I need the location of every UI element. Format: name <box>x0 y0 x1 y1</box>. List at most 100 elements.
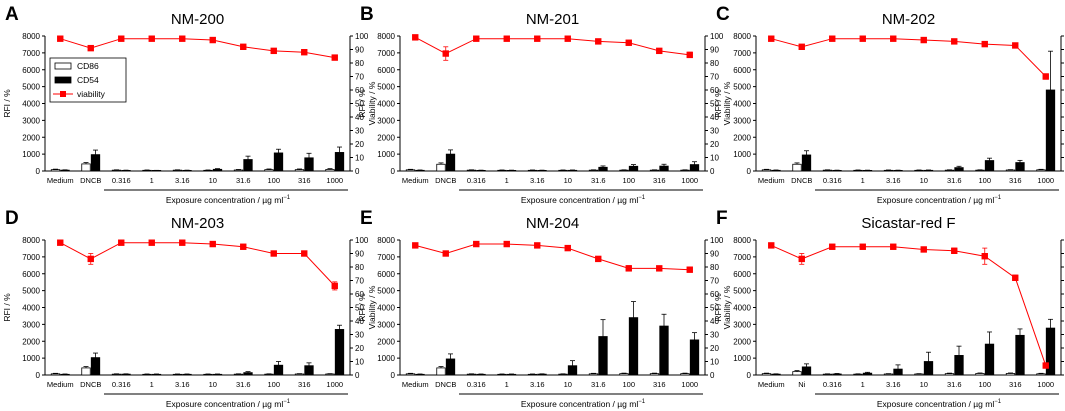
y-tick-label: 4000 <box>733 304 751 313</box>
x-axis-label-text: Exposure concentration / µg ml <box>521 399 638 409</box>
panel-letter: C <box>716 4 730 25</box>
x-tick-label: 0.316 <box>823 176 842 185</box>
x-axis-label-superscript: −1 <box>994 399 1002 405</box>
viability-point <box>442 250 449 257</box>
y2-tick-label: 90 <box>710 250 719 259</box>
legend-cd54-swatch <box>54 76 72 84</box>
viability-point <box>1012 42 1019 49</box>
cd54-bar <box>334 329 345 376</box>
cd86-bar <box>466 373 477 376</box>
cd86-bar <box>680 169 690 172</box>
x-axis-label-text: Exposure concentration / µg ml <box>877 195 994 205</box>
y2-tick-label: 20 <box>710 344 719 353</box>
y2-tick-label: 70 <box>355 73 364 82</box>
viability-point <box>87 44 94 52</box>
viability-point <box>595 38 602 45</box>
x-tick-label: 3.16 <box>530 176 545 185</box>
cd54-bar <box>415 373 425 376</box>
x-axis-label-superscript: −1 <box>283 399 291 405</box>
cd86-bar <box>558 373 568 376</box>
cd54-bar <box>801 154 812 172</box>
cd54-bar <box>537 373 547 376</box>
cd54-bar <box>415 169 425 172</box>
y2-tick-label: 60 <box>355 290 364 299</box>
y-tick-label: 6000 <box>377 270 395 279</box>
cd86-bar <box>111 373 122 376</box>
viability-point <box>829 243 836 250</box>
y2-tick-label: 100 <box>710 32 724 41</box>
y2-axis-label: Viability / % <box>367 285 377 329</box>
y2-tick-label: 50 <box>355 100 364 109</box>
viability-point <box>798 43 805 50</box>
panel-d: D NM-203010002000300040005000600070008000… <box>2 208 377 409</box>
viability-point <box>625 39 632 46</box>
x-tick-label: 31.6 <box>947 380 962 389</box>
viability-point <box>473 35 480 42</box>
x-axis-label: Exposure concentration / µg ml−1 <box>166 399 291 409</box>
viability-point <box>981 253 988 260</box>
y-tick-label: 0 <box>747 371 752 380</box>
y2-tick-label: 40 <box>710 317 719 326</box>
cd86-bar <box>111 169 122 172</box>
x-tick-label: 3.16 <box>175 380 190 389</box>
y-tick-label: 7000 <box>22 253 40 262</box>
cd86-bar <box>1005 373 1016 376</box>
x-tick-label: 10 <box>920 176 928 185</box>
y-tick-label: 8000 <box>733 32 751 41</box>
y-tick-label: 6000 <box>22 66 40 75</box>
y-tick-label: 6000 <box>22 270 40 279</box>
cd54-bar <box>445 153 456 172</box>
cd54-bar <box>476 373 486 376</box>
x-tick-label: 3.16 <box>886 176 901 185</box>
x-tick-label: 1 <box>861 176 865 185</box>
y-axis-label: RFI / % <box>2 293 12 322</box>
x-tick-label: 1 <box>505 380 509 389</box>
viability-point <box>534 242 541 249</box>
viability-point <box>656 265 663 272</box>
panel-title: NM-202 <box>882 11 935 28</box>
cd54-bar <box>60 373 70 376</box>
cd86-bar <box>405 169 416 172</box>
cd54-bar <box>567 169 578 172</box>
viability-point <box>57 35 64 42</box>
y-tick-label: 6000 <box>733 66 751 75</box>
y-tick-label: 5000 <box>733 287 751 296</box>
x-tick-label: 3.16 <box>886 380 901 389</box>
cd54-bar <box>984 343 995 376</box>
x-tick-label: 1000 <box>326 176 343 185</box>
y-tick-label: 4000 <box>733 100 751 109</box>
viability-point <box>859 243 866 250</box>
cd86-bar <box>588 373 599 376</box>
x-tick-label: 316 <box>1009 380 1022 389</box>
viability-point <box>57 239 64 246</box>
panel-e: E NM-204010002000300040005000600070008000… <box>357 208 732 409</box>
x-tick-label: 10 <box>920 380 928 389</box>
panel-title: Sicastar-red F <box>861 215 955 232</box>
cd86-bar <box>853 169 863 172</box>
viability-line <box>415 36 690 56</box>
x-tick-label: DNCB <box>791 176 812 185</box>
cd54-bar <box>151 373 162 376</box>
y-tick-label: 0 <box>391 371 396 380</box>
legend-cd54-label: CD54 <box>77 75 99 85</box>
panel-letter: D <box>5 208 19 229</box>
viability-point <box>301 250 308 257</box>
viability-point <box>301 49 308 56</box>
y2-tick-label: 10 <box>710 154 719 163</box>
viability-line <box>60 38 335 59</box>
cd86-bar <box>944 169 955 172</box>
cd86-bar <box>527 169 538 172</box>
x-axis-label-text: Exposure concentration / µg ml <box>521 195 638 205</box>
viability-point <box>412 34 419 41</box>
y2-tick-label: 40 <box>355 113 364 122</box>
y-tick-label: 3000 <box>377 116 395 125</box>
viability-point <box>331 282 338 290</box>
viability-point <box>412 242 419 249</box>
viability-point <box>564 35 571 42</box>
cd54-bar <box>598 166 608 172</box>
y2-tick-label: 70 <box>710 277 719 286</box>
y2-tick-label: 30 <box>355 331 364 340</box>
x-tick-label: 10 <box>209 380 217 389</box>
y-tick-label: 2000 <box>377 337 395 346</box>
viability-point <box>686 51 693 59</box>
